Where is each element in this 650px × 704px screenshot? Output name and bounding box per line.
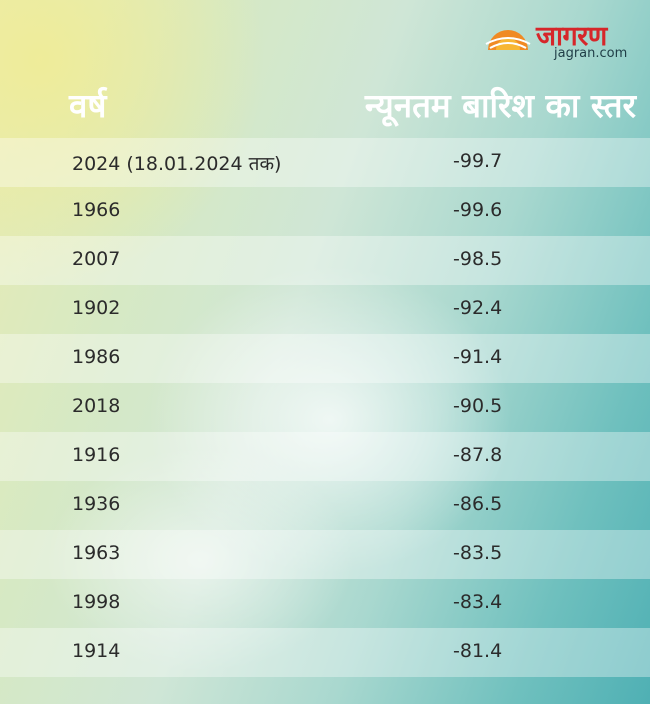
year-cell: 1998 — [72, 591, 121, 613]
jagran-logo: जागरण jagran.com — [484, 18, 634, 64]
year-cell: 1916 — [72, 444, 121, 466]
table-row: 1902 -92.4 — [0, 285, 650, 334]
table-row: 1986 -91.4 — [0, 334, 650, 383]
year-cell: 1986 — [72, 346, 121, 368]
value-cell: -98.5 — [453, 248, 503, 270]
table-row: 1998 -83.4 — [0, 579, 650, 628]
value-cell: -91.4 — [453, 346, 503, 368]
value-cell: -99.7 — [453, 150, 503, 172]
year-cell: 2007 — [72, 248, 121, 270]
table-row: 1936 -86.5 — [0, 481, 650, 530]
value-cell: -83.4 — [453, 591, 503, 613]
value-cell: -99.6 — [453, 199, 503, 221]
column-header-year: वर्ष — [69, 86, 107, 125]
table-row: 1914 -81.4 — [0, 628, 650, 677]
value-cell: -86.5 — [453, 493, 503, 515]
table-row: 1966 -99.6 — [0, 187, 650, 236]
year-cell: 2018 — [72, 395, 121, 417]
table-row: 2018 -90.5 — [0, 383, 650, 432]
year-cell: 1963 — [72, 542, 121, 564]
year-cell: 1914 — [72, 640, 121, 662]
rainfall-table: 2024 (18.01.2024 तक) -99.7 1966 -99.6 20… — [0, 138, 650, 677]
year-cell: 1936 — [72, 493, 121, 515]
column-header-min-rain-level: न्यूनतम बारिश का स्तर — [364, 86, 636, 125]
table-row: 1916 -87.8 — [0, 432, 650, 481]
value-cell: -90.5 — [453, 395, 503, 417]
rising-sun-icon — [485, 30, 531, 50]
value-cell: -83.5 — [453, 542, 503, 564]
year-cell: 2024 (18.01.2024 तक) — [72, 153, 282, 175]
value-cell: -81.4 — [453, 640, 503, 662]
value-cell: -87.8 — [453, 444, 503, 466]
table-row: 2007 -98.5 — [0, 236, 650, 285]
logo-brand-text: जागरण — [536, 21, 607, 52]
value-cell: -92.4 — [453, 297, 503, 319]
year-cell: 1902 — [72, 297, 121, 319]
table-row: 1963 -83.5 — [0, 530, 650, 579]
logo-domain-text: jagran.com — [554, 46, 628, 61]
year-cell: 1966 — [72, 199, 121, 221]
table-row: 2024 (18.01.2024 तक) -99.7 — [0, 138, 650, 187]
